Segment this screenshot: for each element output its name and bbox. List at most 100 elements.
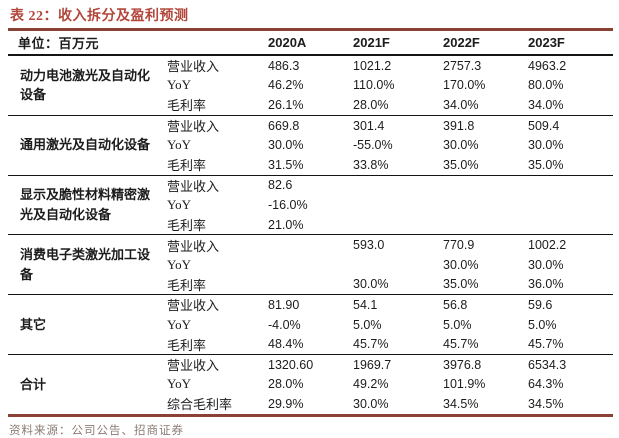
group-power-battery: 动力电池激光及自动化设备 营业收入 486.3 1021.2 2757.3 49… <box>8 56 613 115</box>
group-rows: 营业收入 669.8 301.4 391.8 509.4 YoY 30.0% -… <box>167 116 613 175</box>
cell-value: 593.0 <box>353 238 385 253</box>
cell-value: 31.5% <box>268 157 304 172</box>
table-row: YoY 46.2% 110.0% 170.0% 80.0% <box>167 76 613 96</box>
cell-value: 34.0% <box>528 97 564 112</box>
table-row: 营业收入 1320.60 1969.7 3976.8 6534.3 <box>167 355 613 375</box>
cell-value: 29.9% <box>268 396 304 411</box>
category-label: 通用激光及自动化设备 <box>20 137 151 153</box>
cell-value: -4.0% <box>268 317 301 332</box>
cell-value: 301.4 <box>353 118 385 133</box>
metric-label: YoY <box>167 196 191 212</box>
table-row: 毛利率 31.5% 33.8% 35.0% 35.0% <box>167 155 613 175</box>
table-row: YoY 28.0% 49.2% 101.9% 64.3% <box>167 375 613 395</box>
metric-label: 毛利率 <box>167 218 207 234</box>
cell-value: 30.0% <box>268 138 304 153</box>
cell-value: 30.0% <box>443 257 479 272</box>
cell-value: 509.4 <box>528 118 560 133</box>
category-label: 显示及脆性材料精密激光及自动化设备 <box>20 187 151 222</box>
table-row: YoY -16.0% <box>167 195 613 215</box>
cell-value: 2757.3 <box>443 58 482 73</box>
cell-value: 110.0% <box>353 78 395 93</box>
metric-label: 营业收入 <box>167 178 220 194</box>
cell-value: 30.0% <box>353 277 389 292</box>
cell-value: 49.2% <box>353 377 389 392</box>
metric-label: YoY <box>167 316 191 332</box>
cell-value: 35.0% <box>443 157 479 172</box>
cell-value: 54.1 <box>353 297 378 312</box>
cell-value: 81.90 <box>268 297 300 312</box>
column-header-2020a: 2020A <box>268 35 307 50</box>
table-row: 毛利率 48.4% 45.7% 45.7% 45.7% <box>167 334 613 354</box>
metric-label: 毛利率 <box>167 98 207 114</box>
cell-value: 36.0% <box>528 277 564 292</box>
cell-value: 1021.2 <box>353 58 392 73</box>
cell-value: 1320.60 <box>268 357 314 372</box>
category-label: 其它 <box>20 316 47 332</box>
table-row: 毛利率 26.1% 28.0% 34.0% 34.0% <box>167 95 613 115</box>
cell-value: 30.0% <box>528 257 564 272</box>
table-row: 营业收入 81.90 54.1 56.8 59.6 <box>167 295 613 315</box>
cell-value: 45.7% <box>353 337 389 352</box>
cell-value: 45.7% <box>528 337 564 352</box>
cell-value: 64.3% <box>528 377 564 392</box>
unit-label: 单位：百万元 <box>18 36 100 51</box>
cell-value: 1969.7 <box>353 357 392 372</box>
cell-value: 28.0% <box>353 97 389 112</box>
column-header-2022f: 2022F <box>443 35 480 50</box>
cell-value: 34.5% <box>443 396 479 411</box>
table-title-block: 表 22：收入拆分及盈利预测 <box>8 2 613 31</box>
cell-value: 35.0% <box>443 277 479 292</box>
table-row: 毛利率 30.0% 35.0% 36.0% <box>167 275 613 295</box>
table-row: YoY -4.0% 5.0% 5.0% 5.0% <box>167 315 613 335</box>
group-rows: 营业收入 593.0 770.9 1002.2 YoY 30.0% 30.0% … <box>167 235 613 294</box>
cell-value: 101.9% <box>443 377 486 392</box>
table-row: 毛利率 21.0% <box>167 215 613 235</box>
metric-label: 营业收入 <box>167 298 220 314</box>
category-label: 合计 <box>20 376 47 392</box>
cell-value: 28.0% <box>268 377 304 392</box>
metric-label: 毛利率 <box>167 158 207 174</box>
metric-label: YoY <box>167 376 191 392</box>
cell-value: 4963.2 <box>528 58 567 73</box>
cell-value: 5.0% <box>353 317 382 332</box>
group-rows: 营业收入 82.6 YoY -16.0% 毛利率 21.0% <box>167 176 613 235</box>
cell-value: 59.6 <box>528 297 553 312</box>
table-body: 动力电池激光及自动化设备 营业收入 486.3 1021.2 2757.3 49… <box>8 56 613 417</box>
table-header-row: 单位：百万元 2020A 2021F 2022F 2023F <box>8 31 613 56</box>
table-row: 综合毛利率 29.9% 30.0% 34.5% 34.5% <box>167 394 613 414</box>
table-title: 表 22：收入拆分及盈利预测 <box>10 9 189 24</box>
source-note: 资料来源：公司公告、招商证券 <box>9 424 184 437</box>
metric-label: YoY <box>167 256 191 272</box>
cell-value: 5.0% <box>528 317 557 332</box>
metric-label: 毛利率 <box>167 337 207 353</box>
cell-value: 46.2% <box>268 78 304 93</box>
metric-label: 综合毛利率 <box>167 397 233 413</box>
cell-value: 669.8 <box>268 118 300 133</box>
cell-value: 80.0% <box>528 78 564 93</box>
cell-value: -55.0% <box>353 138 393 153</box>
group-rows: 营业收入 1320.60 1969.7 3976.8 6534.3 YoY 28… <box>167 355 613 414</box>
metric-label: YoY <box>167 137 191 153</box>
metric-label: YoY <box>167 77 191 93</box>
category-label: 消费电子类激光加工设备 <box>20 247 151 282</box>
cell-value: 5.0% <box>443 317 472 332</box>
table-row: 营业收入 593.0 770.9 1002.2 <box>167 235 613 255</box>
cell-value: 30.0% <box>353 396 389 411</box>
cell-value: 1002.2 <box>528 238 567 253</box>
metric-label: 毛利率 <box>167 277 207 293</box>
cell-value: 391.8 <box>443 118 475 133</box>
cell-value: 486.3 <box>268 58 300 73</box>
cell-value: 30.0% <box>528 138 564 153</box>
cell-value: 770.9 <box>443 238 475 253</box>
metric-label: 营业收入 <box>167 119 220 135</box>
table-row: 营业收入 669.8 301.4 391.8 509.4 <box>167 116 613 136</box>
table-row: 营业收入 82.6 <box>167 176 613 196</box>
cell-value: 34.5% <box>528 396 564 411</box>
group-consumer-electronics: 消费电子类激光加工设备 营业收入 593.0 770.9 1002.2 YoY … <box>8 234 613 294</box>
cell-value: 45.7% <box>443 337 479 352</box>
group-rows: 营业收入 81.90 54.1 56.8 59.6 YoY -4.0% 5.0%… <box>167 295 613 354</box>
metric-label: 营业收入 <box>167 238 220 254</box>
group-display-brittle: 显示及脆性材料精密激光及自动化设备 营业收入 82.6 YoY -16.0% <box>8 174 613 235</box>
table-row: YoY 30.0% 30.0% <box>167 255 613 275</box>
cell-value: 21.0% <box>268 217 304 232</box>
